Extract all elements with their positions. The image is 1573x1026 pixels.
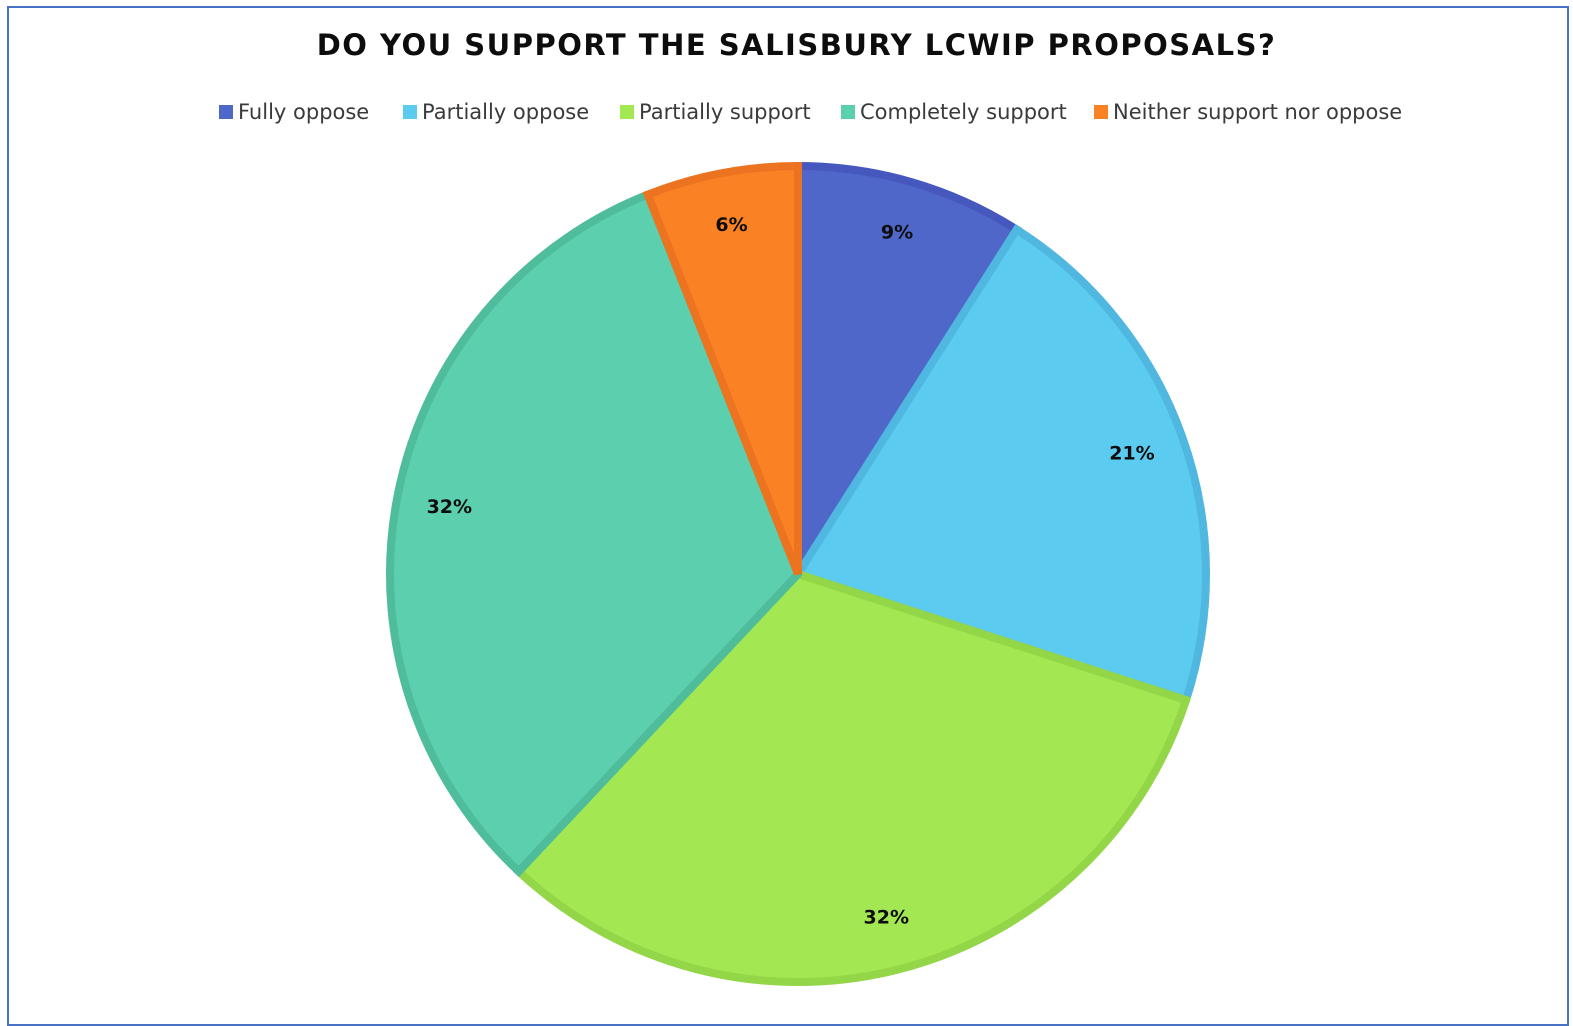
- data-label-fully-oppose: 9%: [881, 222, 913, 244]
- legend-label-neither: Neither support nor oppose: [1113, 100, 1403, 124]
- legend-swatch-partially-oppose: [403, 105, 417, 119]
- data-label-neither-support-nor-oppose: 6%: [715, 214, 747, 236]
- legend-label-partially-oppose: Partially oppose: [422, 100, 590, 124]
- pie-slice-fully-oppose: [794, 161, 1023, 588]
- legend-label-fully-oppose: Fully oppose: [238, 100, 370, 124]
- legend: Fully oppose Partially oppose Partially …: [0, 98, 1573, 126]
- legend-item-completely-support: Completely support: [841, 98, 1067, 126]
- legend-label-partially-support: Partially support: [639, 100, 811, 124]
- legend-swatch-completely-support: [841, 105, 855, 119]
- legend-item-neither: Neither support nor oppose: [1094, 98, 1402, 126]
- pie-slice-partially-support: [513, 569, 1192, 986]
- legend-swatch-fully-oppose: [219, 105, 233, 119]
- data-label-completely-support: 32%: [427, 496, 472, 518]
- legend-swatch-partially-support: [620, 105, 634, 119]
- data-label-partially-support: 32%: [864, 906, 909, 928]
- legend-item-partially-oppose: Partially oppose: [403, 98, 589, 126]
- legend-label-completely-support: Completely support: [860, 100, 1067, 124]
- legend-item-partially-support: Partially support: [620, 98, 811, 126]
- legend-item-fully-oppose: Fully oppose: [219, 98, 369, 126]
- legend-swatch-neither: [1094, 105, 1108, 119]
- data-label-partially-oppose: 21%: [1109, 442, 1154, 464]
- pie-slice-neither-support-nor-oppose: [642, 161, 802, 576]
- pie-slice-partially-oppose: [791, 223, 1210, 706]
- pie-slice-completely-support: [386, 189, 803, 878]
- chart-title: DO YOU SUPPORT THE SALISBURY LCWIP PROPO…: [316, 28, 1277, 62]
